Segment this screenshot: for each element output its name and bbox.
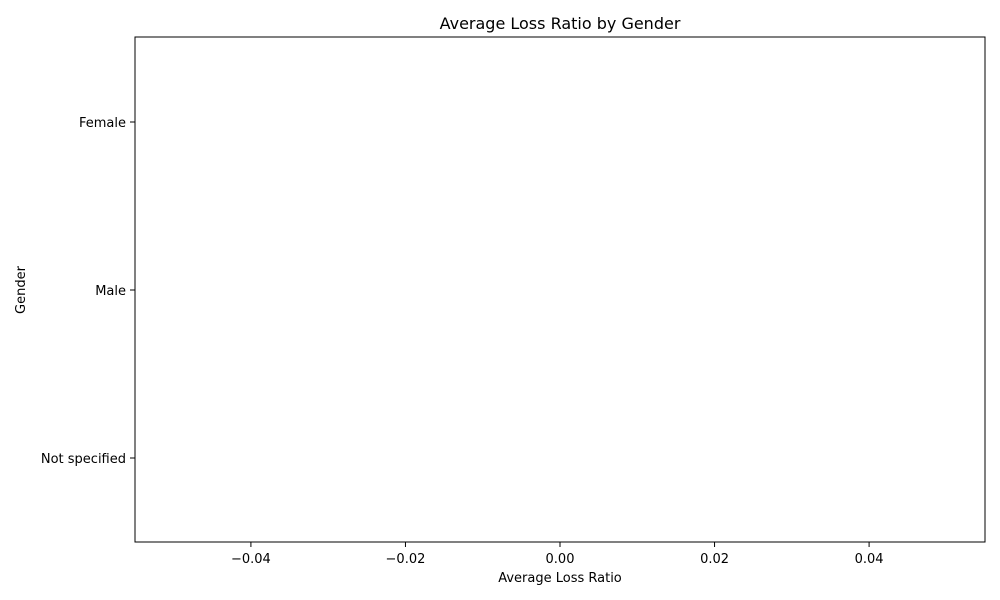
y-tick-label: Not specified [41,452,126,467]
y-tick-label: Male [95,284,126,299]
plot-area-frame [134,36,986,543]
x-tick-label: −0.04 [231,552,271,567]
x-tick-label: −0.02 [386,552,426,567]
x-axis-label: Average Loss Ratio [498,571,622,586]
y-tick-label: Female [79,116,126,131]
x-axis: −0.04 −0.02 0.00 0.02 0.04 [231,542,884,567]
chart-title: Average Loss Ratio by Gender [440,14,681,33]
x-tick-label: 0.04 [855,552,884,567]
x-tick-label: 0.02 [700,552,729,567]
y-axis-label: Gender [14,265,29,314]
x-tick-label: 0.00 [546,552,575,567]
y-axis: Female Male Not specified [41,116,135,467]
